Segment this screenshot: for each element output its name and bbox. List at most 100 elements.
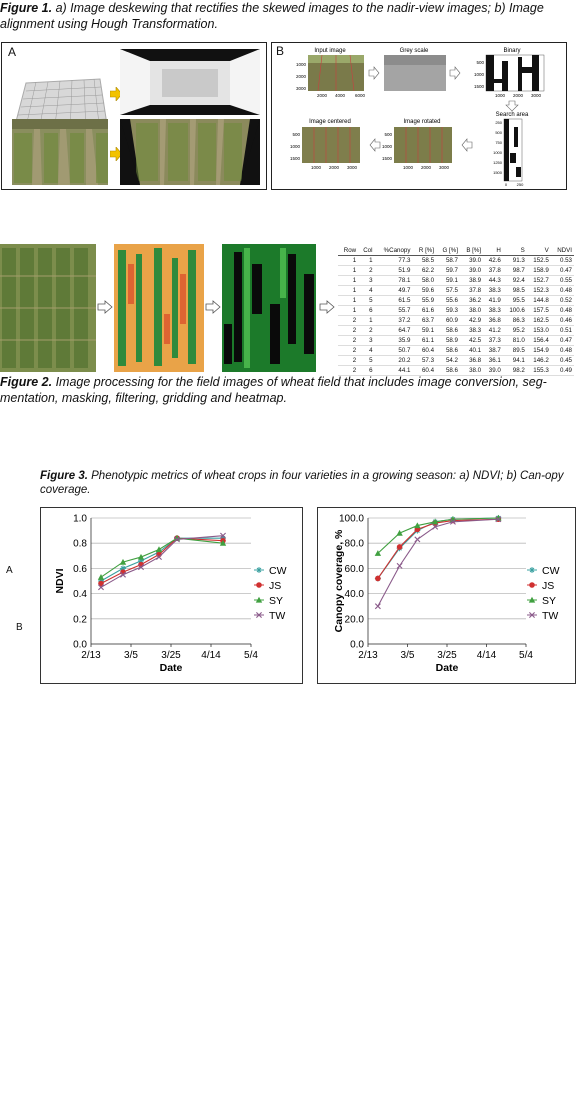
- table-cell: 42.9: [459, 315, 484, 326]
- table-cell: 38.3: [459, 325, 484, 336]
- legend-label: TW: [269, 610, 285, 622]
- data-point-js: [375, 575, 381, 582]
- tick: 1500: [290, 156, 301, 161]
- arrow-right-icon: [205, 300, 221, 314]
- data-point-tw: [374, 603, 381, 610]
- data-point-sy: [396, 529, 403, 536]
- table-cell: 35.9: [374, 335, 413, 346]
- tick: 1500: [493, 170, 503, 175]
- canopy-chart: 0.0 20.0 40.0 60.0 80.0 100.0 2/13 3/5 3/25 4/14 5…: [333, 514, 560, 675]
- figure2-caption-text: Image processing for the field images of…: [0, 375, 547, 405]
- tick: 750: [495, 140, 502, 145]
- table-header: B [%]: [459, 246, 484, 256]
- tick: 2000: [421, 165, 432, 170]
- table-cell: 1: [338, 255, 359, 266]
- figure3-caption-text: Phenotypic metrics of wheat crops in fou…: [40, 470, 564, 496]
- table-row: 1 3 78.1 58.0 59.1 38.9 44.3 92.4 152.7 0.55: [338, 275, 574, 286]
- table-cell: 61.1: [412, 335, 437, 346]
- table-cell: 152.5: [526, 255, 551, 266]
- table-row: 2 3 35.9 61.1 58.9 42.5 37.3 81.0 156.4 0.47: [338, 335, 574, 346]
- table-row: 1 4 49.7 59.6 57.5 37.8 38.3 98.5 152.3 0.48: [338, 285, 574, 296]
- x-tick-label: 4/14: [477, 650, 497, 661]
- table-row: 2 2 64.7 59.1 58.6 38.3 41.2 95.2 153.0 0.51: [338, 325, 574, 336]
- legend-label: JS: [542, 580, 554, 592]
- table-cell: 4: [358, 345, 375, 356]
- tick: 1000: [296, 62, 307, 67]
- y-tick-label: 20.0: [345, 614, 365, 625]
- legend-label: CW: [269, 565, 287, 577]
- table-cell: 63.7: [412, 315, 437, 326]
- table-cell: 36.1: [483, 355, 503, 366]
- subplot-title: Image rotated: [403, 119, 440, 125]
- series-line-js: [377, 518, 499, 579]
- arrow-right-icon: [97, 300, 113, 314]
- table-cell: 94.1: [502, 355, 527, 366]
- subplot-title: Input image: [314, 48, 346, 54]
- table-cell: 58.6: [436, 365, 460, 376]
- table-cell: 89.5: [502, 345, 527, 356]
- table-cell: 59.7: [436, 265, 460, 276]
- figure3-label: Figure 3.: [40, 470, 88, 482]
- table-cell: 57.3: [412, 355, 437, 366]
- table-cell: 40.1: [459, 345, 484, 356]
- tick: 2000: [296, 74, 307, 79]
- table-cell: 6: [358, 305, 375, 316]
- table-header: H: [483, 246, 503, 256]
- table-cell: 1: [358, 315, 375, 326]
- data-point-sy: [155, 546, 163, 553]
- table-cell: 38.3: [483, 305, 503, 316]
- tick: 1000: [290, 144, 301, 149]
- table-cell: 64.7: [374, 325, 413, 336]
- table-cell: 44.3: [483, 275, 503, 286]
- figure2-label: Figure 2.: [0, 375, 53, 389]
- series-line-cw: [377, 517, 499, 579]
- table-cell: 1: [338, 305, 359, 316]
- legend-label: SY: [269, 595, 283, 607]
- table-cell: 0.46: [550, 315, 574, 326]
- table-row: 2 6 44.1 60.4 58.6 38.0 39.0 98.2 155.3 0.49: [338, 365, 574, 376]
- table-cell: 41.9: [483, 295, 503, 306]
- legend-label: JS: [269, 580, 281, 592]
- subplot-title: Binary: [503, 48, 520, 54]
- table-cell: 144.8: [526, 295, 551, 306]
- tick: 1250: [493, 160, 503, 165]
- series-line-sy: [377, 517, 499, 554]
- data-point-tw: [396, 562, 403, 569]
- field-mask-image: [222, 244, 316, 372]
- table-cell: 2: [338, 345, 359, 356]
- table-cell: 58.7: [436, 255, 460, 266]
- legend-label: TW: [542, 610, 558, 622]
- y-tick-label: 0.4: [73, 589, 87, 600]
- x-tick-label: 3/5: [401, 650, 415, 661]
- table-cell: 0.45: [550, 355, 574, 366]
- table-cell: 153.0: [526, 325, 551, 336]
- table-cell: 58.0: [412, 275, 437, 286]
- data-point-tw: [174, 536, 180, 543]
- series-line-sy: [100, 537, 224, 578]
- figure1-panel-a: A: [1, 42, 267, 190]
- table-cell: 3: [358, 275, 375, 286]
- table-cell: 58.9: [436, 335, 460, 346]
- table-cell: 38.0: [459, 365, 484, 376]
- plot-metrics-table: Row Col %Canopy R [%] G [%] B [%] H S V …: [338, 246, 574, 376]
- table-cell: 0.48: [550, 285, 574, 296]
- field-rgb-image: [0, 244, 96, 372]
- table-cell: 78.1: [374, 275, 413, 286]
- tick: 3000: [439, 165, 450, 170]
- table-cell: 60.4: [412, 345, 437, 356]
- table-cell: 51.9: [374, 265, 413, 276]
- table-cell: 86.3: [502, 315, 527, 326]
- table-cell: 58.6: [436, 345, 460, 356]
- table-cell: 0.52: [550, 295, 574, 306]
- y-tick-label: 80.0: [345, 539, 365, 550]
- legend-label: SY: [542, 595, 556, 607]
- x-tick-label: 5/4: [519, 650, 533, 661]
- tick: 4000: [335, 93, 346, 98]
- table-cell: 152.3: [526, 285, 551, 296]
- table-cell: 0.49: [550, 365, 574, 376]
- x-tick-label: 3/5: [124, 650, 138, 661]
- table-row: 2 5 20.2 57.3 54.2 36.8 36.1 94.1 146.2 0.45: [338, 355, 574, 366]
- y-tick-label: 100.0: [339, 514, 364, 525]
- y-tick-label: 0.0: [350, 640, 364, 651]
- table-cell: 60.9: [436, 315, 460, 326]
